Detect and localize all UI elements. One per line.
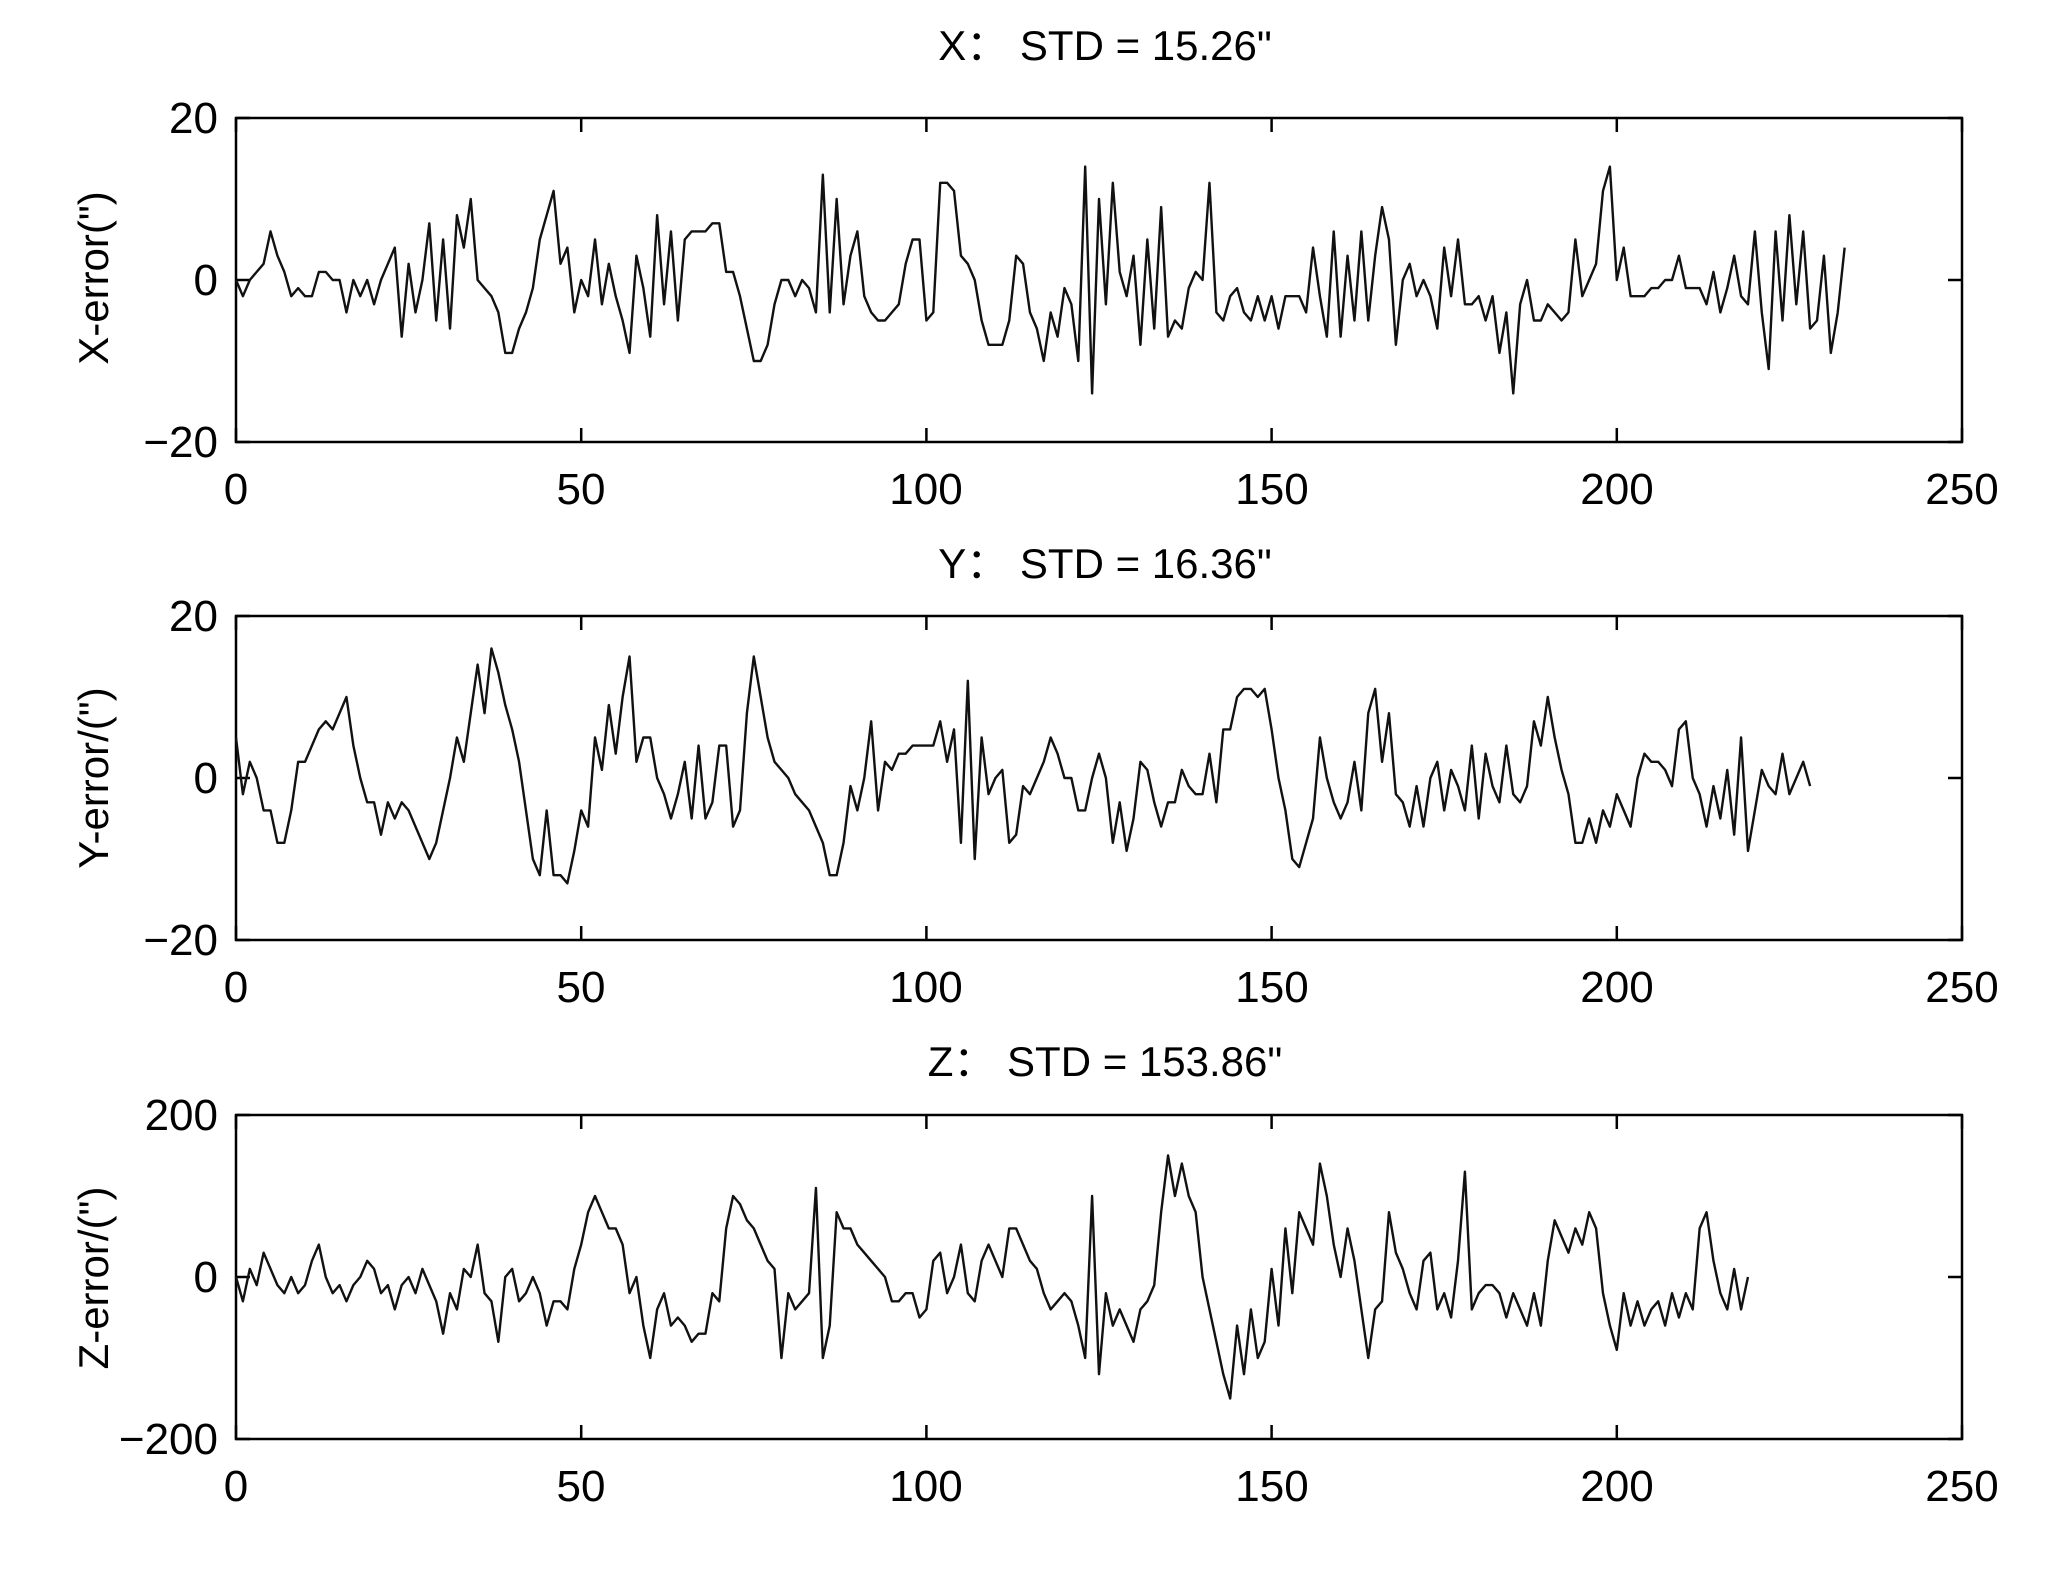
subplot-z-series-line [234,1154,1750,1400]
subplot-x-ylabel: X-error(") [70,191,117,365]
subplot-x-frame [234,116,1964,444]
subplot-x-title: X： STD = 15.26" [938,22,1272,69]
subplot-x-xtick-label: 150 [1235,465,1308,514]
subplot-y-error: Y： STD = 16.36" Y-error/(") −20 0 20 0 5… [70,540,1999,1012]
subplot-y-xtick-label: 200 [1580,963,1653,1012]
subplot-y-xticks: 0 50 100 150 200 250 [224,963,1999,1012]
subplot-x-xtick-label: 250 [1925,465,1998,514]
subplot-z-xtick-label: 200 [1580,1462,1653,1511]
subplot-y-series-line [234,647,1812,885]
subplot-x-tickmarks [234,116,1964,444]
subplot-y-title: Y： STD = 16.36" [938,540,1272,587]
subplot-y-tickmarks [234,614,1964,942]
subplot-z-yticks: −200 0 200 [119,1091,218,1464]
subplot-z-xticks: 0 50 100 150 200 250 [224,1462,1999,1511]
subplot-x-series-line [234,165,1846,395]
subplot-z-xtick-label: 50 [557,1462,606,1511]
subplot-z-tickmarks [234,1113,1964,1441]
subplot-z-frame [234,1113,1964,1441]
subplot-z-ytick-label: 200 [145,1091,218,1140]
subplot-y-xtick-label: 250 [1925,963,1998,1012]
subplot-y-xtick-label: 50 [557,963,606,1012]
subplot-x-yticks: −20 0 20 [143,94,218,467]
subplot-z-title: Z： STD = 153.86" [928,1038,1283,1085]
subplot-x-xtick-label: 100 [889,465,962,514]
subplot-z-ylabel: Z-error/(") [70,1187,117,1370]
subplot-z-xtick-label: 150 [1235,1462,1308,1511]
subplot-y-xtick-label: 150 [1235,963,1308,1012]
subplot-z-error: Z： STD = 153.86" Z-error/(") −200 0 200 … [70,1038,1999,1511]
subplot-z-xtick-label: 250 [1925,1462,1998,1511]
subplot-x-xtick-label: 200 [1580,465,1653,514]
subplot-x-ytick-label: 20 [169,94,218,143]
subplot-z-xtick-label: 100 [889,1462,962,1511]
subplot-y-xtick-label: 0 [224,963,248,1012]
subplot-y-ylabel: Y-error/(") [70,687,117,868]
subplot-z-ytick-label: −200 [119,1415,218,1464]
subplot-y-ytick-label: 20 [169,592,218,641]
subplot-z-ytick-label: 0 [194,1253,218,1302]
subplot-y-ytick-label: 0 [194,754,218,803]
subplot-x-xtick-label: 0 [224,465,248,514]
subplot-y-xtick-label: 100 [889,963,962,1012]
subplot-y-ytick-label: −20 [143,916,218,965]
subplot-x-xticks: 0 50 100 150 200 250 [224,465,1999,514]
subplot-x-error: X： STD = 15.26" X-error(") −20 0 20 0 50… [70,22,1999,514]
subplot-y-yticks: −20 0 20 [143,592,218,965]
subplot-x-ytick-label: −20 [143,418,218,467]
subplot-z-xtick-label: 0 [224,1462,248,1511]
subplot-x-xtick-label: 50 [557,465,606,514]
subplot-x-ytick-label: 0 [194,256,218,305]
